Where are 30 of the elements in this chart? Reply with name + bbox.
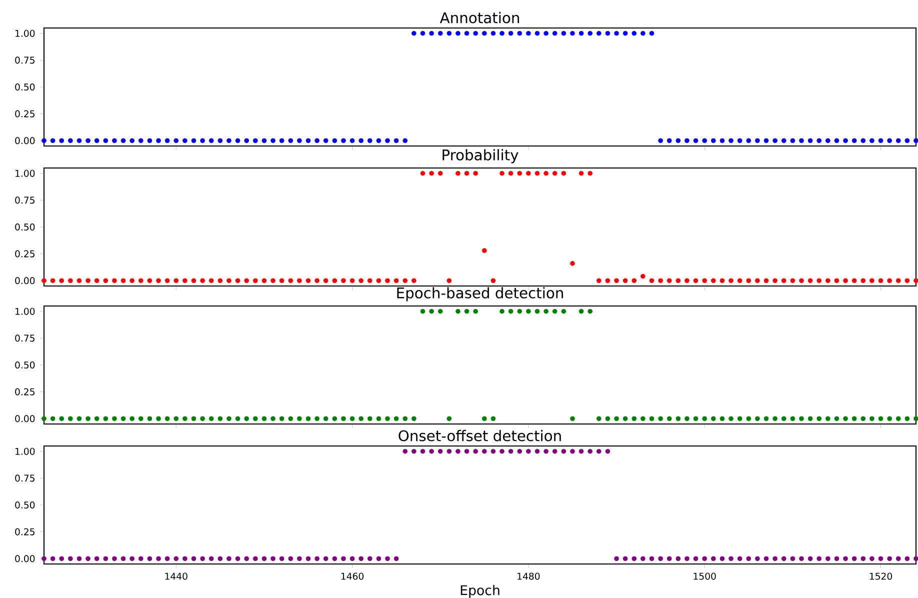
x-tick-label: 1500 <box>694 572 716 580</box>
x-axis-title: Epoch <box>460 584 500 598</box>
y-tick-label: 1.00 <box>16 308 35 315</box>
y-tick-label: 0.50 <box>15 501 35 509</box>
chart-title: Annotation <box>440 12 519 24</box>
y-tick-label: 0.75 <box>15 474 34 482</box>
y-tick-label: 0.50 <box>15 361 35 369</box>
x-tick-label: 1520 <box>870 572 892 580</box>
chart-title: Epoch-based detection <box>397 287 563 302</box>
y-tick-label: 0.00 <box>15 137 35 144</box>
y-tick-label: 1.00 <box>16 448 35 455</box>
y-tick-label: 0.25 <box>15 388 34 396</box>
chart-title: Probability <box>442 149 518 164</box>
y-tick-label: 0.25 <box>15 250 34 258</box>
y-tick-label: 1.00 <box>16 170 35 177</box>
y-tick-label: 0.50 <box>15 223 35 231</box>
y-tick-label: 0.00 <box>15 555 35 562</box>
chart-title: Onset-offset detection <box>398 430 561 442</box>
y-tick-label: 0.25 <box>15 110 34 118</box>
y-tick-label: 1.00 <box>16 30 35 37</box>
y-tick-label: 0.25 <box>15 528 34 536</box>
y-tick-label: 0.75 <box>15 56 34 64</box>
y-tick-label: 0.50 <box>15 83 35 91</box>
y-tick-label: 0.75 <box>15 334 34 342</box>
x-tick-label: 1460 <box>341 572 364 580</box>
x-tick-label: 1480 <box>518 572 540 580</box>
y-tick-label: 0.00 <box>15 415 35 422</box>
x-tick-label: 1440 <box>165 572 188 580</box>
y-tick-label: 0.00 <box>15 277 35 284</box>
y-tick-label: 0.75 <box>15 196 34 204</box>
